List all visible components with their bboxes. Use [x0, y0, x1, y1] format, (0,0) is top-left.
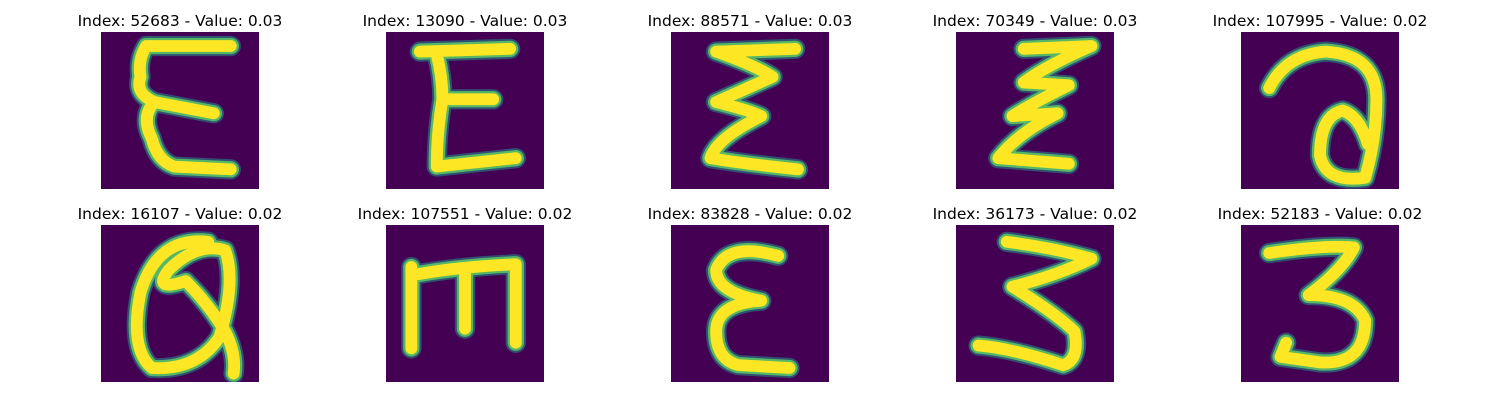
- glyph-q-image: [101, 225, 259, 382]
- digit-image: [956, 225, 1114, 382]
- digit-image: [671, 32, 829, 189]
- panel-title: Index: 107995 - Value: 0.02: [1212, 12, 1428, 30]
- panel-title: Index: 83828 - Value: 0.02: [647, 205, 853, 223]
- panel-6: Index: 16107 - Value: 0.02: [40, 203, 320, 383]
- digit-image: [956, 32, 1114, 189]
- glyph-stroke: [992, 40, 1098, 170]
- panel-title: Index: 70349 - Value: 0.03: [932, 12, 1138, 30]
- glyph-epsilon-image: [671, 225, 829, 382]
- panel-1: Index: 52683 - Value: 0.03: [40, 10, 320, 190]
- glyph-3-image: [1241, 225, 1399, 382]
- panel-title: Index: 107551 - Value: 0.02: [357, 205, 573, 223]
- glyph-stroke: [413, 42, 522, 173]
- panel-8: Index: 83828 - Value: 0.02: [610, 203, 890, 383]
- digit-image: [386, 32, 544, 189]
- panel-title: Index: 52183 - Value: 0.02: [1217, 205, 1423, 223]
- digit-image: [671, 225, 829, 382]
- panel-title: Index: 88571 - Value: 0.03: [647, 12, 853, 30]
- glyph-stroke: [405, 258, 522, 355]
- glyph-stroke: [1263, 240, 1372, 369]
- panel-2: Index: 13090 - Value: 0.03: [325, 10, 605, 190]
- glyph-stroke: [133, 40, 237, 176]
- panel-5: Index: 107995 - Value: 0.02: [1180, 10, 1460, 190]
- panel-9: Index: 36173 - Value: 0.02: [895, 203, 1175, 383]
- panel-4: Index: 70349 - Value: 0.03: [895, 10, 1175, 190]
- glyph-stroke: [130, 235, 241, 380]
- panel-title: Index: 13090 - Value: 0.03: [362, 12, 568, 30]
- glyph-sigma-image: [956, 32, 1114, 189]
- glyph-a-image: [1241, 32, 1399, 189]
- digit-image: [1241, 225, 1399, 382]
- glyph-stroke: [972, 235, 1098, 372]
- glyph-stroke: [1263, 45, 1383, 185]
- panel-title: Index: 36173 - Value: 0.02: [932, 205, 1138, 223]
- digit-image: [386, 225, 544, 382]
- glyph-stroke: [710, 245, 796, 374]
- glyph-z-image: [956, 225, 1114, 382]
- digit-image: [101, 32, 259, 189]
- digit-image: [101, 225, 259, 382]
- panel-title: Index: 52683 - Value: 0.03: [77, 12, 283, 30]
- digit-image: [1241, 32, 1399, 189]
- glyph-e-image: [101, 32, 259, 189]
- glyph-stroke: [704, 42, 804, 176]
- glyph-m-image: [386, 225, 544, 382]
- panel-7: Index: 107551 - Value: 0.02: [325, 203, 605, 383]
- panel-title: Index: 16107 - Value: 0.02: [77, 205, 283, 223]
- panel-3: Index: 88571 - Value: 0.03: [610, 10, 890, 190]
- panel-10: Index: 52183 - Value: 0.02: [1180, 203, 1460, 383]
- glyph-sigma-image: [671, 32, 829, 189]
- glyph-e-image: [386, 32, 544, 189]
